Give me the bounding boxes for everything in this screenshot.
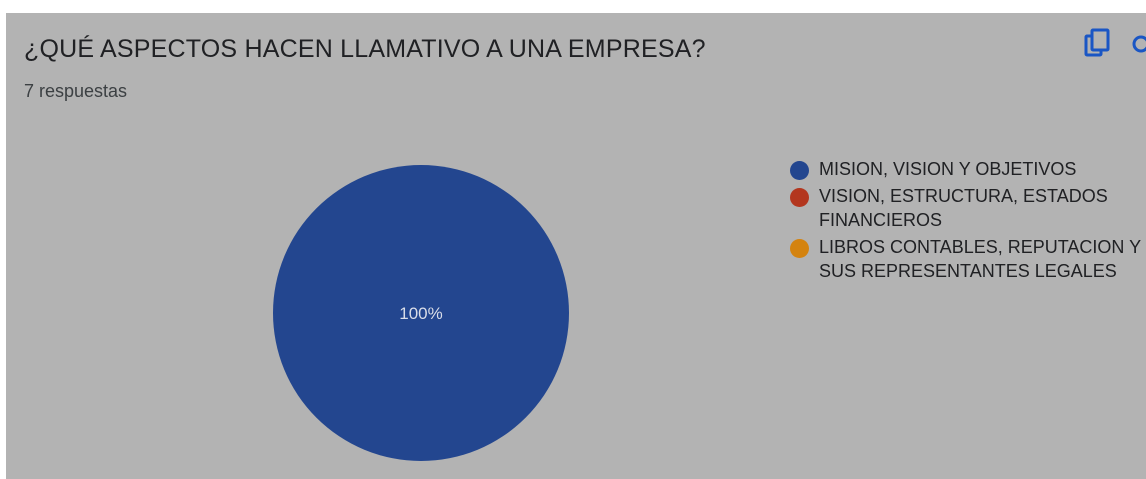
legend-swatch: [790, 188, 809, 207]
legend-swatch: [790, 239, 809, 258]
legend-label: MISION, VISION Y OBJETIVOS: [819, 159, 1077, 179]
search-icon[interactable]: [1130, 33, 1146, 55]
response-count: 7 respuestas: [24, 81, 128, 101]
chart-legend: MISION, VISION Y OBJETIVOS VISION, ESTRUC…: [790, 157, 1146, 286]
pie-slice: [273, 165, 569, 461]
legend-item: VISION, ESTRUCTURA, ESTADOS FINANCIEROS: [790, 184, 1146, 232]
pie-chart: 100%: [273, 165, 569, 461]
legend-label: LIBROS CONTABLES, REPUTACION Y SUS REPRE…: [819, 237, 1142, 281]
slice-data-label: 100%: [399, 304, 442, 323]
chart-card: ¿QUÉ ASPECTOS HACEN LLAMATIVO A UNA EMPR…: [6, 13, 1146, 479]
legend-swatch: [790, 161, 809, 180]
copy-icon[interactable]: [1082, 27, 1114, 59]
legend-item: LIBROS CONTABLES, REPUTACION Y SUS REPRE…: [790, 235, 1146, 283]
legend-label: VISION, ESTRUCTURA, ESTADOS FINANCIEROS: [819, 186, 1108, 230]
chart-title: ¿QUÉ ASPECTOS HACEN LLAMATIVO A UNA EMPR…: [24, 35, 706, 63]
legend-item: MISION, VISION Y OBJETIVOS: [790, 157, 1146, 181]
